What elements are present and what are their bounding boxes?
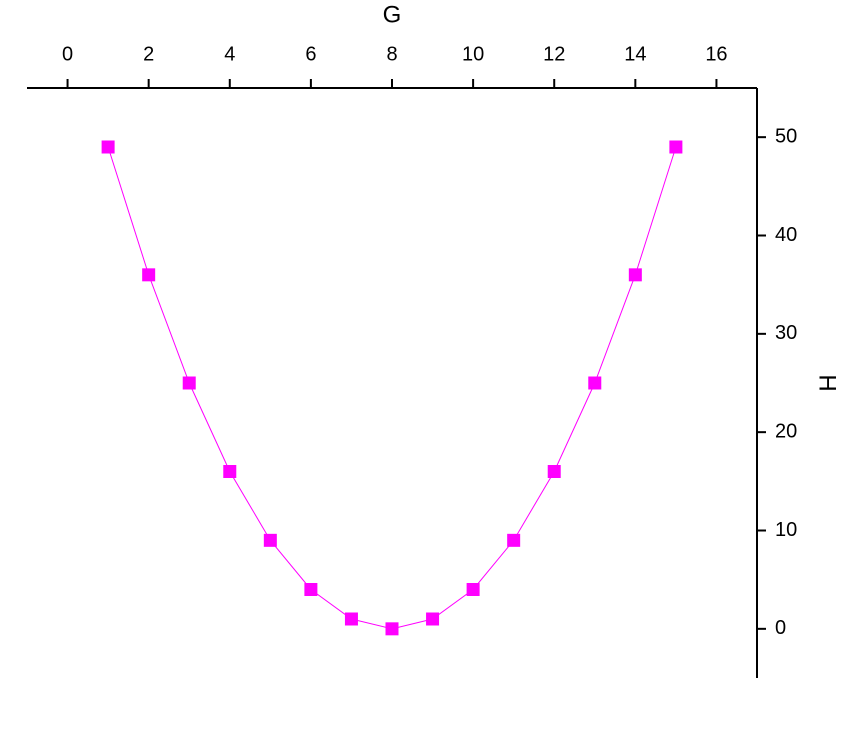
y-tick-label: 10 xyxy=(775,519,797,541)
x-tick-label: 16 xyxy=(705,43,727,65)
x-tick-label: 10 xyxy=(462,43,484,65)
marker xyxy=(142,268,156,282)
x-tick-label: 6 xyxy=(305,43,316,65)
marker xyxy=(304,583,318,596)
y-axis-title: H xyxy=(814,374,841,391)
marker xyxy=(507,533,521,547)
x-tick-label: 4 xyxy=(224,43,235,65)
marker xyxy=(669,140,683,154)
y-tick-label: 40 xyxy=(775,224,797,246)
marker xyxy=(223,465,237,478)
y-tick-label: 0 xyxy=(775,617,786,639)
marker xyxy=(426,612,440,626)
x-tick-label: 2 xyxy=(143,43,154,65)
marker xyxy=(101,140,115,154)
marker xyxy=(628,268,642,282)
marker xyxy=(263,533,277,547)
x-tick-label: 8 xyxy=(386,43,397,65)
y-tick-label: 20 xyxy=(775,420,797,442)
marker xyxy=(344,612,358,626)
x-tick-label: 14 xyxy=(624,43,646,65)
marker xyxy=(466,583,480,596)
x-axis-title: G xyxy=(383,1,402,28)
x-tick-label: 0 xyxy=(62,43,73,65)
y-tick-label: 30 xyxy=(775,322,797,344)
marker xyxy=(547,465,561,478)
marker xyxy=(588,376,602,390)
marker xyxy=(385,622,399,636)
marker xyxy=(182,376,196,390)
y-tick-label: 50 xyxy=(775,125,797,147)
x-tick-label: 12 xyxy=(543,43,565,65)
